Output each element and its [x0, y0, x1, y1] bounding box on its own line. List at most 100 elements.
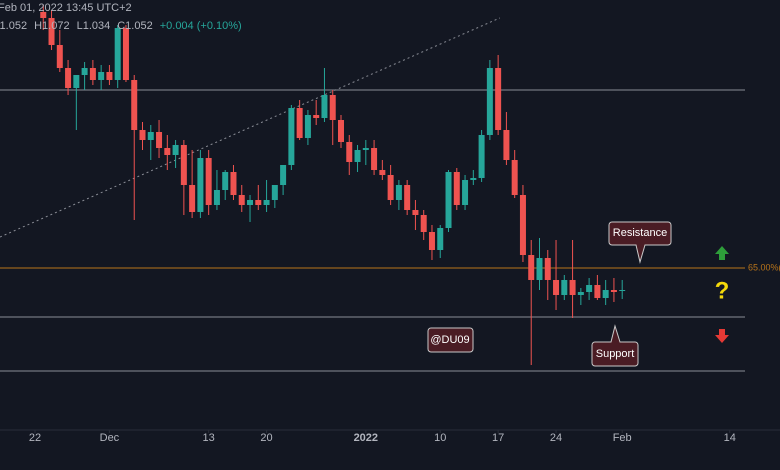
- candle-body: [172, 145, 179, 155]
- candle-body: [594, 285, 601, 298]
- candle-body: [610, 290, 617, 292]
- up-arrow-icon: [715, 246, 729, 260]
- candle-body: [503, 130, 510, 160]
- annotation: Resistance: [613, 227, 667, 239]
- candle-body: [379, 170, 386, 175]
- candle-body: [437, 228, 444, 250]
- ohlc-label: C1.052: [117, 20, 152, 32]
- candle-body: [395, 185, 402, 200]
- x-tick-label: 17: [492, 432, 504, 444]
- level-label: 65.00%(1: [748, 262, 780, 272]
- ohlc-label: H1.072: [34, 20, 69, 32]
- candle-body: [230, 172, 237, 195]
- x-tick-label: Dec: [100, 432, 120, 444]
- candle-body: [337, 120, 344, 142]
- candle-body: [147, 132, 154, 140]
- candle-body: [561, 280, 568, 295]
- candle-body: [420, 215, 427, 232]
- resistance-callout: Resistance: [608, 221, 672, 264]
- x-tick-label: 10: [434, 432, 446, 444]
- candle-body: [313, 115, 320, 118]
- candle-body: [569, 280, 576, 295]
- candle-body: [478, 135, 485, 178]
- candle-body: [321, 95, 328, 118]
- candle-body: [428, 232, 435, 250]
- candle-body: [362, 148, 369, 150]
- x-tick-label: 2022: [354, 432, 378, 444]
- x-tick-label: 22: [29, 432, 41, 444]
- candle-body: [577, 292, 584, 295]
- candle-body: [122, 28, 129, 80]
- callout-box: [591, 324, 639, 367]
- candle-body: [528, 255, 535, 280]
- ohlc-label: +0.004 (+0.10%): [160, 20, 242, 32]
- candle-body: [346, 142, 353, 162]
- candle-body: [139, 130, 146, 140]
- candle-body: [238, 195, 245, 205]
- candle-body: [56, 45, 63, 68]
- x-tick-label: Feb: [613, 432, 632, 444]
- candle-body: [213, 190, 220, 205]
- candle-body: [404, 185, 411, 210]
- candle-body: [544, 258, 551, 280]
- candle-body: [296, 108, 303, 138]
- candle-body: [329, 95, 336, 120]
- candle-body: [89, 68, 96, 80]
- candle-body: [495, 68, 502, 130]
- candle-body: [445, 172, 452, 228]
- callout-box: [427, 327, 474, 353]
- candle-body: [371, 148, 378, 170]
- candle-body: [354, 150, 361, 162]
- candle-body: [98, 72, 105, 80]
- candle-body: [164, 148, 171, 155]
- question-mark: ?: [715, 277, 730, 304]
- candle-body: [40, 12, 47, 18]
- down-arrow-icon: [715, 329, 729, 343]
- candle-body: [247, 200, 254, 205]
- candle-body: [271, 185, 278, 200]
- chart-title: Feb 01, 2022 13:45 UTC+2: [0, 2, 132, 14]
- candle-body: [304, 115, 311, 138]
- trendline: [0, 17, 500, 238]
- annotation: @DU09: [430, 334, 469, 346]
- candle-body: [156, 132, 163, 148]
- candle-body: [453, 172, 460, 205]
- candle-body: [48, 18, 55, 45]
- candle-body: [189, 185, 196, 212]
- candle-body: [412, 210, 419, 215]
- x-tick-label: 20: [260, 432, 272, 444]
- candle-body: [114, 28, 121, 80]
- candle-body: [511, 160, 518, 195]
- x-tick-label: 13: [203, 432, 215, 444]
- candle-body: [586, 285, 593, 292]
- support-callout: Support: [591, 324, 639, 367]
- candle-body: [602, 290, 609, 298]
- candle-body: [205, 158, 212, 205]
- candle-body: [65, 68, 72, 88]
- plot-area: [0, 5, 745, 372]
- candle-body: [619, 290, 626, 291]
- ohlc-label: L1.034: [77, 20, 111, 32]
- candle-body: [81, 68, 88, 75]
- candle-body: [73, 75, 80, 88]
- candle-body: [553, 280, 560, 295]
- ohlc-label: O1.052: [0, 20, 27, 32]
- candle-body: [519, 195, 526, 255]
- candle-body: [387, 175, 394, 200]
- callout-box: [608, 221, 672, 264]
- candle-body: [280, 165, 287, 185]
- candle-body: [106, 72, 113, 80]
- candle-body: [180, 145, 187, 185]
- candle-body: [222, 172, 229, 190]
- candle-body: [131, 80, 138, 130]
- watermark-callout: @DU09: [427, 327, 474, 353]
- candle-body: [470, 178, 477, 180]
- annotation: Support: [596, 348, 635, 360]
- x-tick-label: 24: [550, 432, 562, 444]
- x-tick-label: 14: [724, 432, 736, 444]
- candle-body: [486, 68, 493, 135]
- candle-body: [255, 200, 262, 205]
- candle-body: [536, 258, 543, 280]
- candle-body: [197, 158, 204, 212]
